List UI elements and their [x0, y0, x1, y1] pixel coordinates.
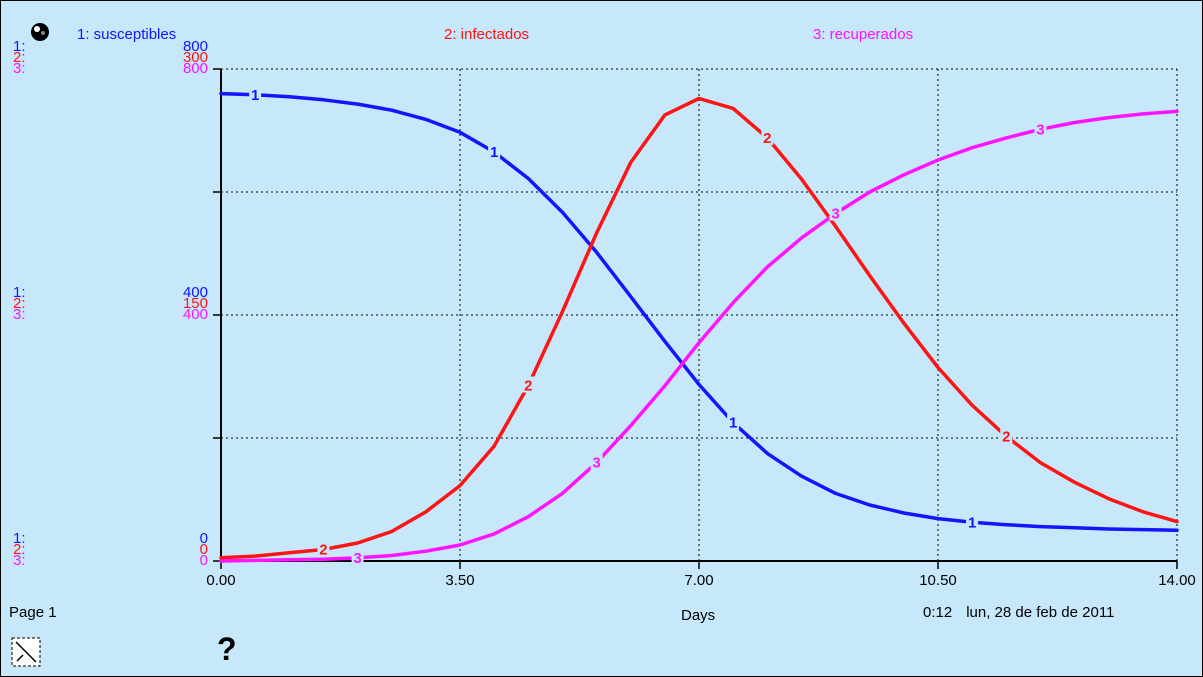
series-marker: 3: [831, 206, 839, 223]
series-marker-bg: [1034, 120, 1047, 137]
time-label: 0:12: [923, 604, 953, 621]
y-scale-prefix: 1:: [13, 284, 26, 301]
x-tick-label: 3.50: [445, 572, 474, 589]
series-marker: 1: [729, 415, 737, 432]
series-marker: 2: [1002, 428, 1010, 445]
y-scale-prefix: 3:: [13, 306, 26, 323]
x-ticks: 0.00 3.50 7.00 10.50 14.00: [206, 572, 1195, 589]
series-marker-bg: [351, 548, 364, 565]
y-scales: 1: 800 2: 300 3: 800 1: 400 2: 150 3: 400 1: 0 2: 0 3: 0: [13, 38, 208, 569]
y-scale-value: 150: [183, 295, 208, 312]
series-marker-bg: [829, 204, 842, 221]
series-line: [219, 96, 1179, 560]
legend-item: 1: susceptibles: [77, 26, 176, 43]
x-tick-label: 0.00: [206, 572, 235, 589]
series-marker-bg: [488, 143, 501, 160]
x-tick-label: 7.00: [684, 572, 713, 589]
lock-icon[interactable]: [11, 637, 41, 667]
series-marker-bg: [522, 376, 535, 393]
series-marker-bg: [317, 540, 330, 557]
legend-item: 2: infectados: [444, 26, 529, 43]
series-marker: 2: [524, 378, 532, 395]
series-marker: 3: [592, 455, 600, 472]
page-label[interactable]: Page 1: [9, 604, 57, 621]
y-scale-value: 400: [183, 284, 208, 301]
series-marker: 1: [490, 144, 498, 161]
series-marker: 1: [251, 87, 259, 104]
series-marker-bg: [727, 413, 740, 430]
series-marker-bg: [590, 453, 603, 470]
help-icon[interactable]: ?: [217, 631, 237, 667]
x-tick-label: 10.50: [919, 572, 957, 589]
gridlines: [221, 68, 1178, 561]
series-marker: 2: [319, 542, 327, 559]
y-scale-value: 0: [200, 541, 208, 558]
y-scale-prefix: 1:: [13, 38, 26, 55]
series-marker: 2: [763, 130, 771, 147]
y-scale-prefix: 1:: [13, 530, 26, 547]
chart: 1: susceptibles 2: infectados 3: recuperad…: [13, 26, 1196, 589]
x-axis-label: Days: [681, 607, 716, 624]
series-marker: 3: [353, 550, 361, 567]
series-line: [219, 91, 1179, 533]
series: 1 1 1 1 2 2 2 2 3 3 3 3: [219, 85, 1179, 567]
pin-icon[interactable]: [29, 21, 51, 43]
series-marker: 3: [1036, 121, 1044, 138]
series-marker-bg: [966, 513, 979, 530]
series-marker-bg: [761, 128, 774, 145]
y-scale-value: 0: [200, 530, 208, 547]
y-scale-prefix: 2:: [13, 49, 26, 66]
legend-item: 3: recuperados: [813, 26, 913, 43]
series-line: [219, 109, 1179, 563]
date-label: lun, 28 de feb de 2011: [966, 604, 1115, 621]
y-scale-value: 300: [183, 49, 208, 66]
y-scale-value: 800: [183, 60, 208, 77]
series-marker: 1: [968, 514, 976, 531]
axes: [213, 68, 1178, 569]
y-scale-value: 800: [183, 38, 208, 55]
x-tick-label: 14.00: [1158, 572, 1196, 589]
series-marker-bg: [249, 85, 262, 102]
legend: 1: susceptibles 2: infectados 3: recuperad…: [77, 26, 913, 43]
y-scale-prefix: 2:: [13, 541, 26, 558]
series-marker-bg: [1000, 427, 1013, 444]
y-scale-value: 400: [183, 306, 208, 323]
timestamp: 0:12 lun, 28 de feb de 2011: [923, 604, 1128, 621]
y-scale-prefix: 3:: [13, 552, 26, 569]
y-scale-value: 0: [200, 552, 208, 569]
y-scale-prefix: 3:: [13, 60, 26, 77]
y-scale-prefix: 2:: [13, 295, 26, 312]
